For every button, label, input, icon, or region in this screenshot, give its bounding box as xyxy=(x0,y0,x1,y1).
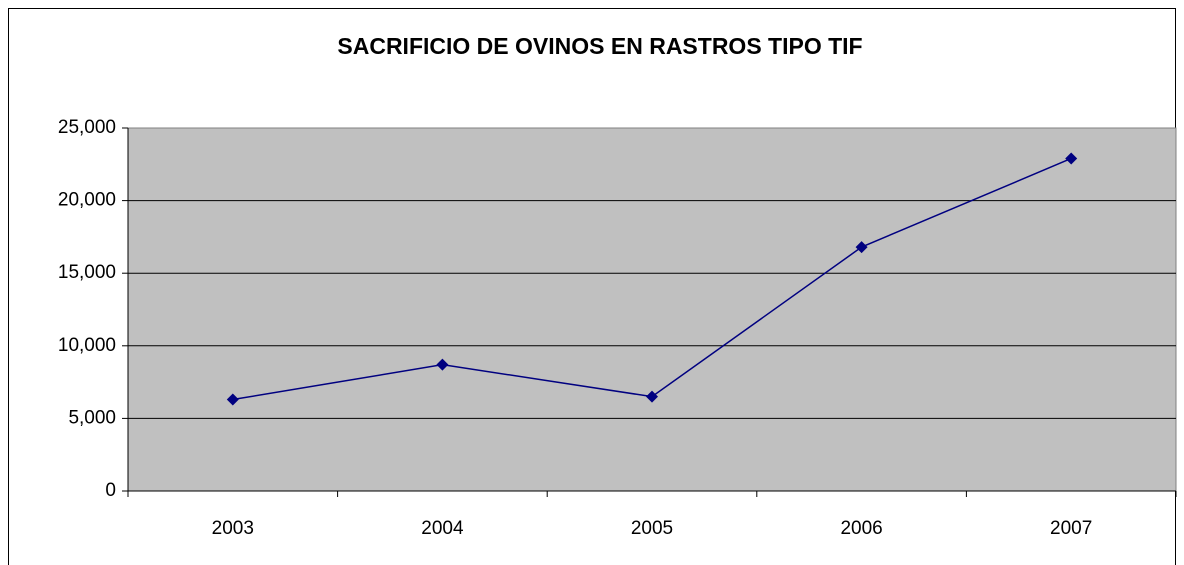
marker xyxy=(1065,152,1078,165)
y-tick-label: 20,000 xyxy=(58,190,116,211)
x-tick-label: 2005 xyxy=(631,518,673,539)
y-tick-label: 25,000 xyxy=(58,117,116,138)
y-tick-label: 0 xyxy=(105,480,116,501)
marker xyxy=(436,358,449,371)
y-tick-label: 10,000 xyxy=(58,335,116,356)
chart-title: SACRIFICIO DE OVINOS EN RASTROS TIPO TIF xyxy=(337,33,862,59)
x-tick-label: 2003 xyxy=(212,518,254,539)
x-tick-label: 2007 xyxy=(1050,518,1092,539)
marker xyxy=(226,393,239,406)
x-tick-label: 2006 xyxy=(840,518,882,539)
y-tick-label: 5,000 xyxy=(68,407,116,428)
x-tick-label: 2004 xyxy=(421,518,464,539)
y-tick-label: 15,000 xyxy=(58,262,116,283)
marker xyxy=(646,390,658,403)
marker xyxy=(855,241,868,254)
plot-area xyxy=(127,127,1177,492)
